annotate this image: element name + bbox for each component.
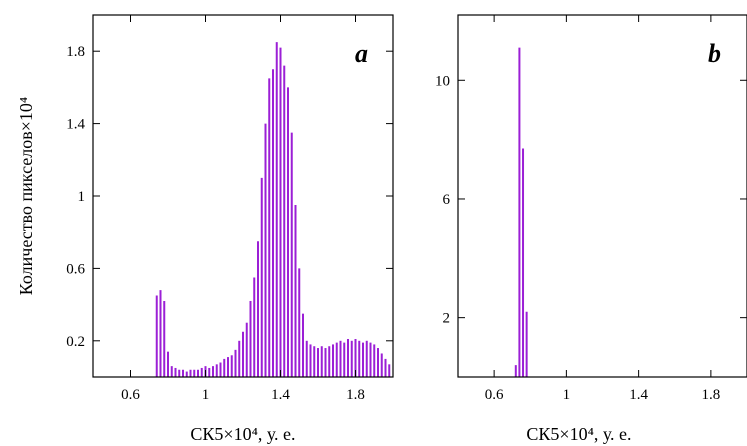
y-tick-label: 6: [443, 192, 451, 208]
y-tick-label: 1.4: [66, 117, 85, 133]
y-tick-label: 1.8: [66, 44, 85, 60]
x-tick-label: 1.8: [702, 387, 721, 403]
x-tick-label: 1: [202, 387, 210, 403]
y-tick-label: 10: [435, 73, 450, 89]
x-tick-label: 1.4: [271, 387, 290, 403]
x-tick-label: 1.4: [629, 387, 648, 403]
plot-frame: [92, 14, 394, 378]
bars: [514, 47, 528, 377]
y-tick-label: 0.6: [66, 261, 85, 277]
panel-letter: b: [708, 39, 721, 68]
y-tick-label: 0.2: [66, 334, 85, 350]
bars: [155, 42, 391, 377]
y-tick-label: 2: [443, 311, 451, 327]
x-tick-label: 1.8: [346, 387, 365, 403]
y-axis-label: Количество пикселов×10⁴: [16, 97, 36, 295]
y-tick-label: 1: [78, 189, 86, 205]
x-tick-label: 0.6: [121, 387, 140, 403]
x-tick-label: 1: [563, 387, 571, 403]
panel-a: 0.6 1 1.4 1.8 0.2 0.6 1 1.4 1.8 a СК5×10⁴, у. е. Ко…: [16, 14, 394, 444]
panel-letter: a: [355, 39, 368, 68]
panel-b: 0.6 1 1.4 1.8 2 6 10 b СК5×10⁴, у. е.: [435, 14, 747, 444]
x-axis-label: СК5×10⁴, у. е.: [526, 424, 631, 444]
plot-frame: [457, 14, 747, 378]
x-axis-label: СК5×10⁴, у. е.: [190, 424, 295, 444]
x-tick-label: 0.6: [485, 387, 504, 403]
